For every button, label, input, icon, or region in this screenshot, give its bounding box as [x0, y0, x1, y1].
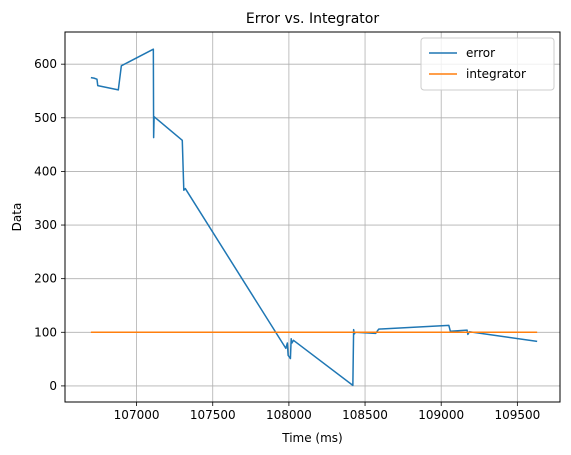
chart-title: Error vs. Integrator [246, 11, 379, 27]
legend-label-integrator: integrator [466, 67, 526, 81]
x-tick-label: 108500 [342, 408, 388, 422]
x-tick-label: 109500 [494, 408, 540, 422]
y-tick-label: 100 [34, 325, 57, 339]
y-tick-label: 400 [34, 164, 57, 178]
x-tick-label: 107500 [190, 408, 236, 422]
plot-frame [64, 31, 561, 403]
y-tick-label: 500 [34, 111, 57, 125]
legend-label-error: error [466, 46, 495, 60]
legend-box [420, 37, 555, 91]
legend: error integrator [420, 37, 555, 91]
series-line-error [90, 48, 538, 387]
y-axis: 0 100 200 300 400 500 600 [34, 57, 65, 393]
series-lines [90, 48, 538, 387]
x-tick-label: 107000 [114, 408, 160, 422]
y-tick-label: 300 [34, 218, 57, 232]
y-tick-label: 600 [34, 57, 57, 71]
x-axis: 107000 107500 108000 108500 109000 109500 [114, 402, 540, 422]
x-tick-label: 108000 [266, 408, 312, 422]
y-tick-label: 200 [34, 272, 57, 286]
y-tick-label: 0 [49, 379, 57, 393]
y-axis-title: Data [10, 203, 24, 232]
x-tick-label: 109000 [418, 408, 464, 422]
x-axis-title: Time (ms) [281, 431, 343, 445]
